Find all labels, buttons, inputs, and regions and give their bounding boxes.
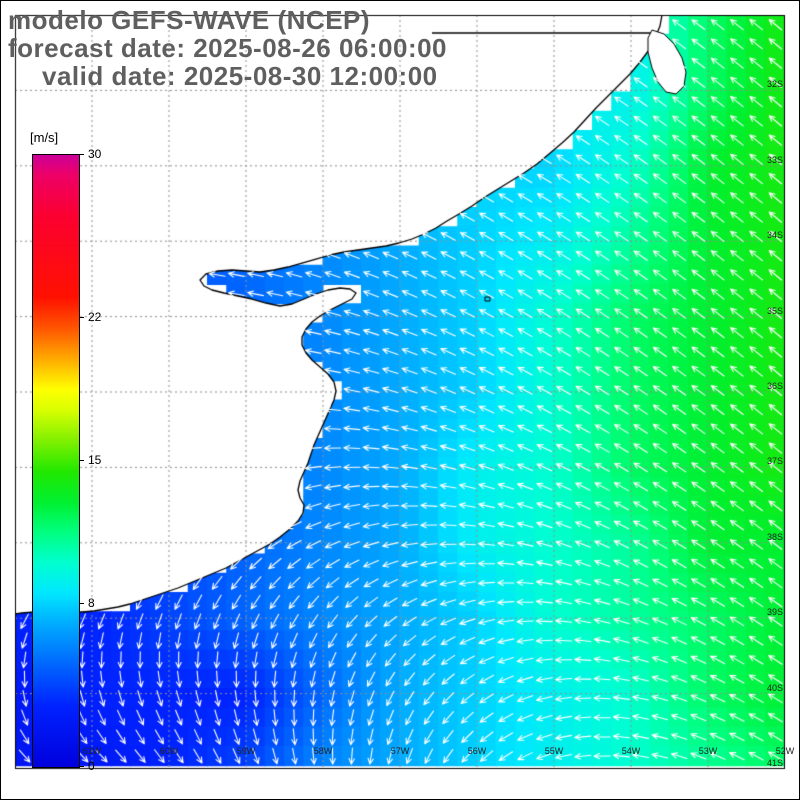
lat-label: 40S [766,682,783,693]
lat-label: 36S [766,381,783,391]
lon-label: 61W [82,746,102,756]
colorbar-tick-label: 0 [88,759,95,773]
lon-label: 53W [698,746,718,756]
colorbar-tick-mark [79,766,84,767]
lon-label: 59W [236,746,256,756]
lon-label: 56W [467,746,487,756]
colorbar-tick-mark [79,602,84,604]
colorbar-tick-label: 8 [88,595,95,610]
lon-label: 57W [390,746,410,756]
forecast-date-line: forecast date: 2025-08-26 06:00:00 [8,33,448,63]
lat-label: 33S [766,154,783,165]
colorbar-tick-mark [79,154,84,155]
lat-label: 35S [766,305,783,316]
colorbar-unit-label: [m/s] [30,130,59,145]
lon-label: 55W [544,746,564,756]
valid-date-line: valid date: 2025-08-30 12:00:00 [42,61,438,91]
header: modelo GEFS-WAVE (NCEP) forecast date: 2… [8,6,447,90]
colorbar: [m/s] 30 22 15 8 0 [30,130,150,790]
model-title: modelo GEFS-WAVE (NCEP) [8,5,371,35]
lat-label: 37S [766,456,783,467]
lat-label: 34S [766,230,783,241]
lat-label: 39S [766,607,783,618]
colorbar-gradient [32,154,80,768]
lon-label: 58W [313,746,333,756]
lat-label: 41S [766,758,783,768]
lat-label: 38S [766,531,783,542]
colorbar-tick-label: 22 [88,310,102,325]
colorbar-tick-mark [79,460,84,461]
colorbar-tick-mark [79,317,84,319]
lat-label: 32S [766,79,783,90]
colorbar-tick-label: 30 [88,147,102,161]
colorbar-tick-label: 15 [88,453,102,467]
lon-label: 60W [159,746,179,756]
lon-label: 54W [621,746,641,756]
lon-label: 52W [775,746,795,756]
